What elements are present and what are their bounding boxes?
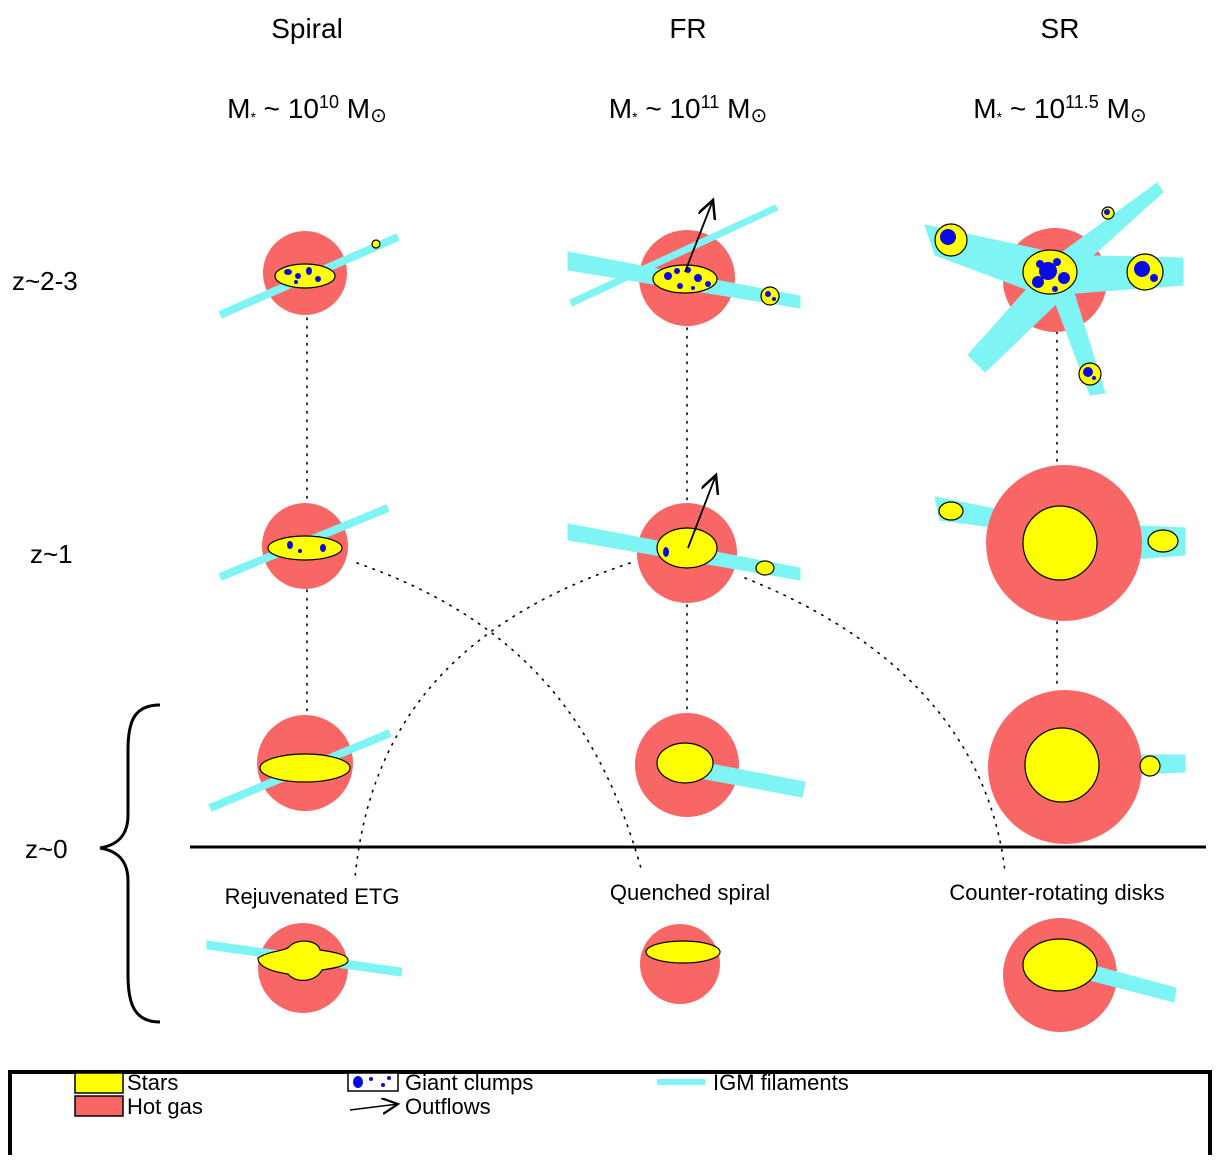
row-label: z~0	[25, 834, 68, 864]
legend-label: IGM filaments	[713, 1070, 849, 1095]
legend-label: Outflows	[405, 1094, 491, 1119]
mass-part: M	[1099, 93, 1130, 124]
mass-label: M* ~ 1011 M⊙	[609, 92, 767, 127]
mass-part: ~ 10	[256, 93, 319, 124]
legend: Stars Hot gas Giant clumps Outflows IGM …	[8, 1070, 1212, 1160]
sr-z0	[988, 690, 1186, 844]
mass-part: *	[997, 109, 1003, 125]
rejuvenated-etg	[206, 923, 403, 1013]
row-label: z~2-3	[12, 266, 78, 296]
brace	[99, 703, 161, 1024]
column-title: FR	[669, 13, 706, 44]
mass-part: *	[632, 109, 638, 125]
outcome-label: Quenched spiral	[610, 880, 770, 905]
fr-z1	[567, 475, 801, 603]
legend-label: Giant clumps	[405, 1070, 533, 1095]
mass-label: M* ~ 1010 M⊙	[227, 92, 387, 127]
sr-z2	[924, 182, 1184, 396]
row-label: z~1	[30, 539, 73, 569]
mass-part: M	[719, 93, 750, 124]
mass-part: ⊙	[1130, 105, 1147, 127]
mass-part: M	[227, 93, 250, 124]
counter-rotating	[1003, 918, 1177, 1032]
mass-part: 10	[319, 92, 339, 112]
mass-part: ⊙	[750, 105, 767, 127]
links	[306, 317, 1058, 879]
spiral-z1	[218, 503, 390, 589]
fr-z0	[635, 713, 806, 817]
fr-z2	[567, 200, 801, 326]
quenched-spiral	[640, 924, 721, 1004]
column-title: SR	[1041, 13, 1080, 44]
column-title: Spiral	[271, 13, 343, 44]
mass-part: M	[973, 93, 996, 124]
spiral-z0	[208, 715, 392, 812]
legend-label: Hot gas	[127, 1094, 203, 1119]
mass-part: 11.5	[1065, 92, 1099, 112]
spiral-z2	[218, 231, 400, 319]
mass-part: M	[339, 93, 370, 124]
mass-part: ⊙	[370, 105, 387, 127]
mass-part: ~ 10	[1002, 93, 1065, 124]
mass-part: M	[609, 93, 632, 124]
mass-part: *	[250, 109, 256, 125]
sr-z1	[934, 465, 1186, 621]
mass-label: M* ~ 1011.5 M⊙	[973, 92, 1146, 127]
mass-part: ~ 10	[638, 93, 701, 124]
outcome-label: Counter-rotating disks	[949, 880, 1164, 905]
outcome-label: Rejuvenated ETG	[225, 884, 400, 909]
legend-label: Stars	[127, 1070, 178, 1095]
mass-part: 11	[701, 92, 720, 112]
